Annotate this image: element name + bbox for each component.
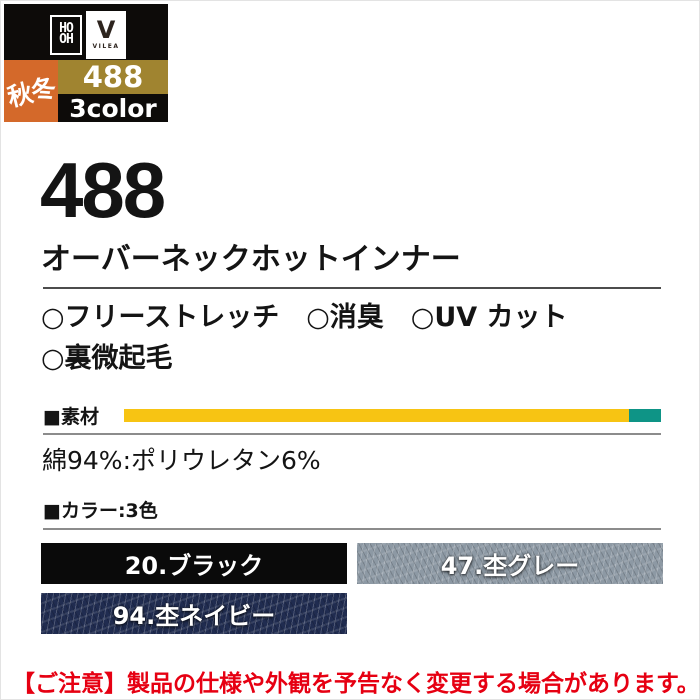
caution-notice: 【ご注意】製品の仕様や外観を予告なく変更する場合があります。 (12, 671, 700, 697)
vilea-v-icon: V (96, 16, 116, 45)
color-swatch-47: 47.杢グレー (357, 543, 663, 584)
product-code-heading: 488 (40, 146, 166, 234)
brand-logos: HO OH V VILEA (4, 4, 168, 60)
material-bar-segment-ポリウレタン (628, 408, 661, 422)
hooh-logo-line2: OH (59, 32, 74, 47)
feature-line: ○裏微起毛 (41, 343, 671, 375)
features-list: ○フリーストレッチ ○消臭 ○UV カット ○裏微起毛 (41, 302, 671, 385)
material-section: ■素材 (43, 404, 661, 428)
badge-bottom-row: 秋冬 488 3color (4, 60, 168, 123)
vilea-logo-text: VILEA (92, 42, 120, 50)
feature-item: ○消臭 (306, 302, 384, 333)
material-bar-segment-綿 (123, 408, 629, 422)
hooh-logo-line1: HO (59, 21, 74, 37)
feature-item: ○裏微起毛 (41, 343, 173, 375)
product-name: オーバーネックホットインナー (41, 242, 461, 277)
season-label: 秋冬 (4, 72, 58, 113)
vilea-logo-icon: V VILEA (86, 11, 126, 59)
material-heading: ■素材 (43, 405, 99, 428)
divider-under-title (43, 287, 661, 289)
material-composition-bar (123, 408, 661, 422)
hooh-logo-mark: HO OH (50, 15, 82, 55)
material-composition-text: 綿94%:ポリウレタン6% (42, 446, 321, 475)
color-swatch-20: 20.ブラック (41, 543, 347, 584)
color-swatch-94: 94.杢ネイビー (41, 593, 347, 634)
product-badge: HO OH V VILEA 秋冬 488 3color (4, 4, 168, 123)
color-section-heading: ■カラー:3色 (43, 500, 158, 522)
color-swatch-label: 94.杢ネイビー (112, 602, 276, 630)
product-code-badge: 488 (58, 60, 168, 94)
feature-item: ○フリーストレッチ (41, 302, 280, 333)
color-swatch-label: 20.ブラック (124, 552, 264, 580)
season-badge: 秋冬 (4, 60, 58, 122)
color-swatch-label: 47.杢グレー (440, 552, 580, 580)
divider-under-material (43, 433, 661, 435)
color-count-badge: 3color (58, 94, 168, 123)
color-swatches: 20.ブラック 47.杢グレー 94.杢ネイビー (41, 543, 663, 634)
hooh-logo-icon: HO OH (46, 11, 86, 59)
divider-under-color-heading (43, 528, 661, 530)
feature-item: ○UV カット (410, 302, 568, 333)
feature-line: ○フリーストレッチ ○消臭 ○UV カット (41, 302, 671, 334)
